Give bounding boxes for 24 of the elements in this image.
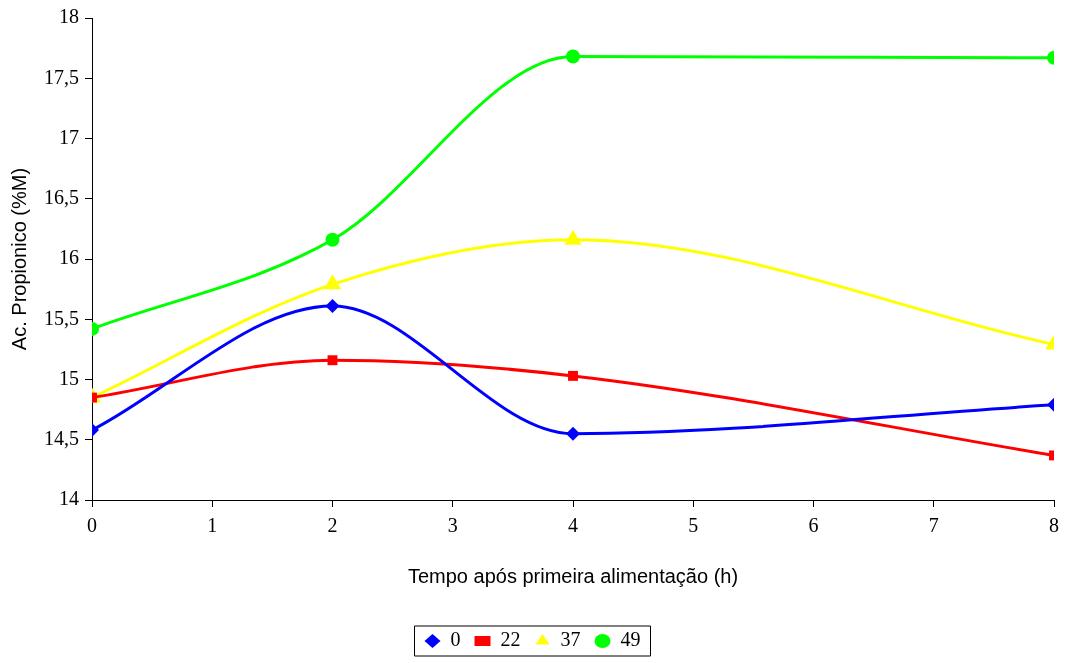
y-tick-label: 15,5 <box>44 306 79 329</box>
legend-label: 49 <box>620 628 641 651</box>
y-tick-label: 14,5 <box>44 427 79 449</box>
y-axis-title: Ac. Propionico (%M) <box>7 167 30 351</box>
y-tick-label: 16 <box>59 246 79 269</box>
x-tick-label: 4 <box>568 514 578 537</box>
y-tick-label: 14 <box>59 487 79 510</box>
legend-label: 37 <box>560 628 581 651</box>
y-tick-label: 16,5 <box>44 186 79 208</box>
legend-label: 0 <box>450 628 461 651</box>
y-tick-label: 17,5 <box>44 65 79 88</box>
x-tick-label: 5 <box>688 514 699 537</box>
y-tick-label: 15 <box>59 366 79 389</box>
legend-label: 22 <box>500 628 521 651</box>
x-tick-label: 6 <box>808 514 819 537</box>
x-tick-label: 8 <box>1049 514 1059 537</box>
x-tick-label: 1 <box>207 514 218 537</box>
x-tick-label: 7 <box>928 514 939 537</box>
x-tick-label: 0 <box>87 514 97 537</box>
y-tick-label: 18 <box>59 5 79 28</box>
x-axis-title: Tempo após primeira alimentação (h) <box>407 564 739 587</box>
y-tick-label: 17 <box>59 125 79 148</box>
x-tick-label: 2 <box>327 514 338 537</box>
x-tick-label: 3 <box>447 514 458 537</box>
